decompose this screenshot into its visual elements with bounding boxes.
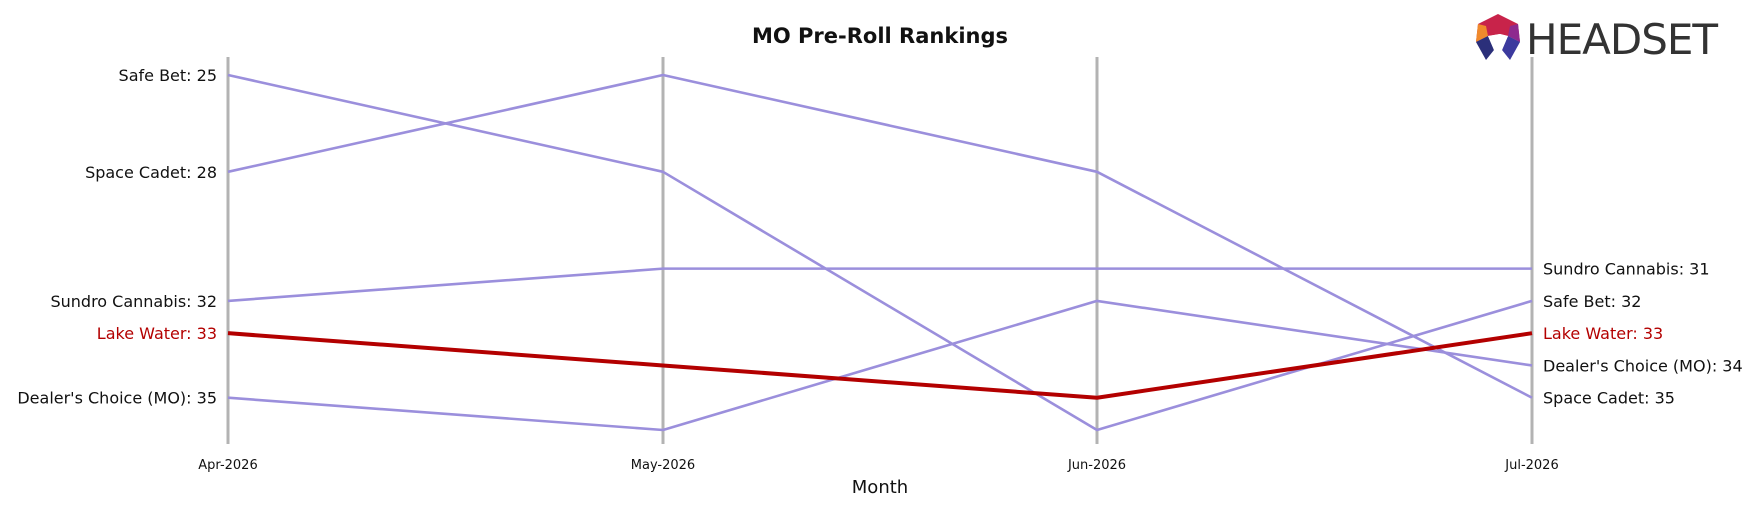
right-rank-label: Sundro Cannabis: 31: [1543, 260, 1710, 279]
left-rank-labels: Safe Bet: 25 Space Cadet: 28 Sundro Cannab…: [17, 66, 217, 408]
right-rank-label: Lake Water: 33: [1543, 324, 1663, 343]
left-rank-label: Safe Bet: 25: [119, 66, 217, 85]
left-rank-label: Dealer's Choice (MO): 35: [17, 389, 217, 408]
x-tick-label: Jun-2026: [1067, 458, 1126, 473]
right-rank-labels: Sundro Cannabis: 31 Safe Bet: 32 Lake Wate…: [1543, 260, 1743, 408]
series-lines: [227, 73, 1533, 432]
series-line: [227, 299, 1533, 432]
chart-title: MO Pre-Roll Rankings: [752, 24, 1008, 48]
left-rank-label: Space Cadet: 28: [85, 163, 217, 182]
series-line: [227, 267, 1532, 303]
left-rank-label: Sundro Cannabis: 32: [50, 292, 217, 311]
x-axis-label: Month: [852, 477, 908, 498]
right-rank-label: Dealer's Choice (MO): 34: [1543, 356, 1743, 375]
x-tick-label: Apr-2026: [198, 458, 257, 473]
series-line: [227, 331, 1533, 400]
headset-logo-icon: [1476, 14, 1520, 60]
left-rank-label: Lake Water: 33: [97, 324, 217, 343]
logo-wordmark: HEADSET: [1526, 15, 1718, 64]
x-tick-label: Jul-2026: [1504, 458, 1558, 473]
series-line: [227, 73, 1533, 399]
x-tick-label: May-2026: [631, 458, 695, 473]
x-tick-labels: Apr-2026 May-2026 Jun-2026 Jul-2026: [198, 458, 1558, 473]
month-gridlines: [226, 57, 1534, 444]
right-rank-label: Space Cadet: 35: [1543, 389, 1675, 408]
headset-logo: HEADSET: [1476, 14, 1719, 64]
right-rank-label: Safe Bet: 32: [1543, 292, 1641, 311]
